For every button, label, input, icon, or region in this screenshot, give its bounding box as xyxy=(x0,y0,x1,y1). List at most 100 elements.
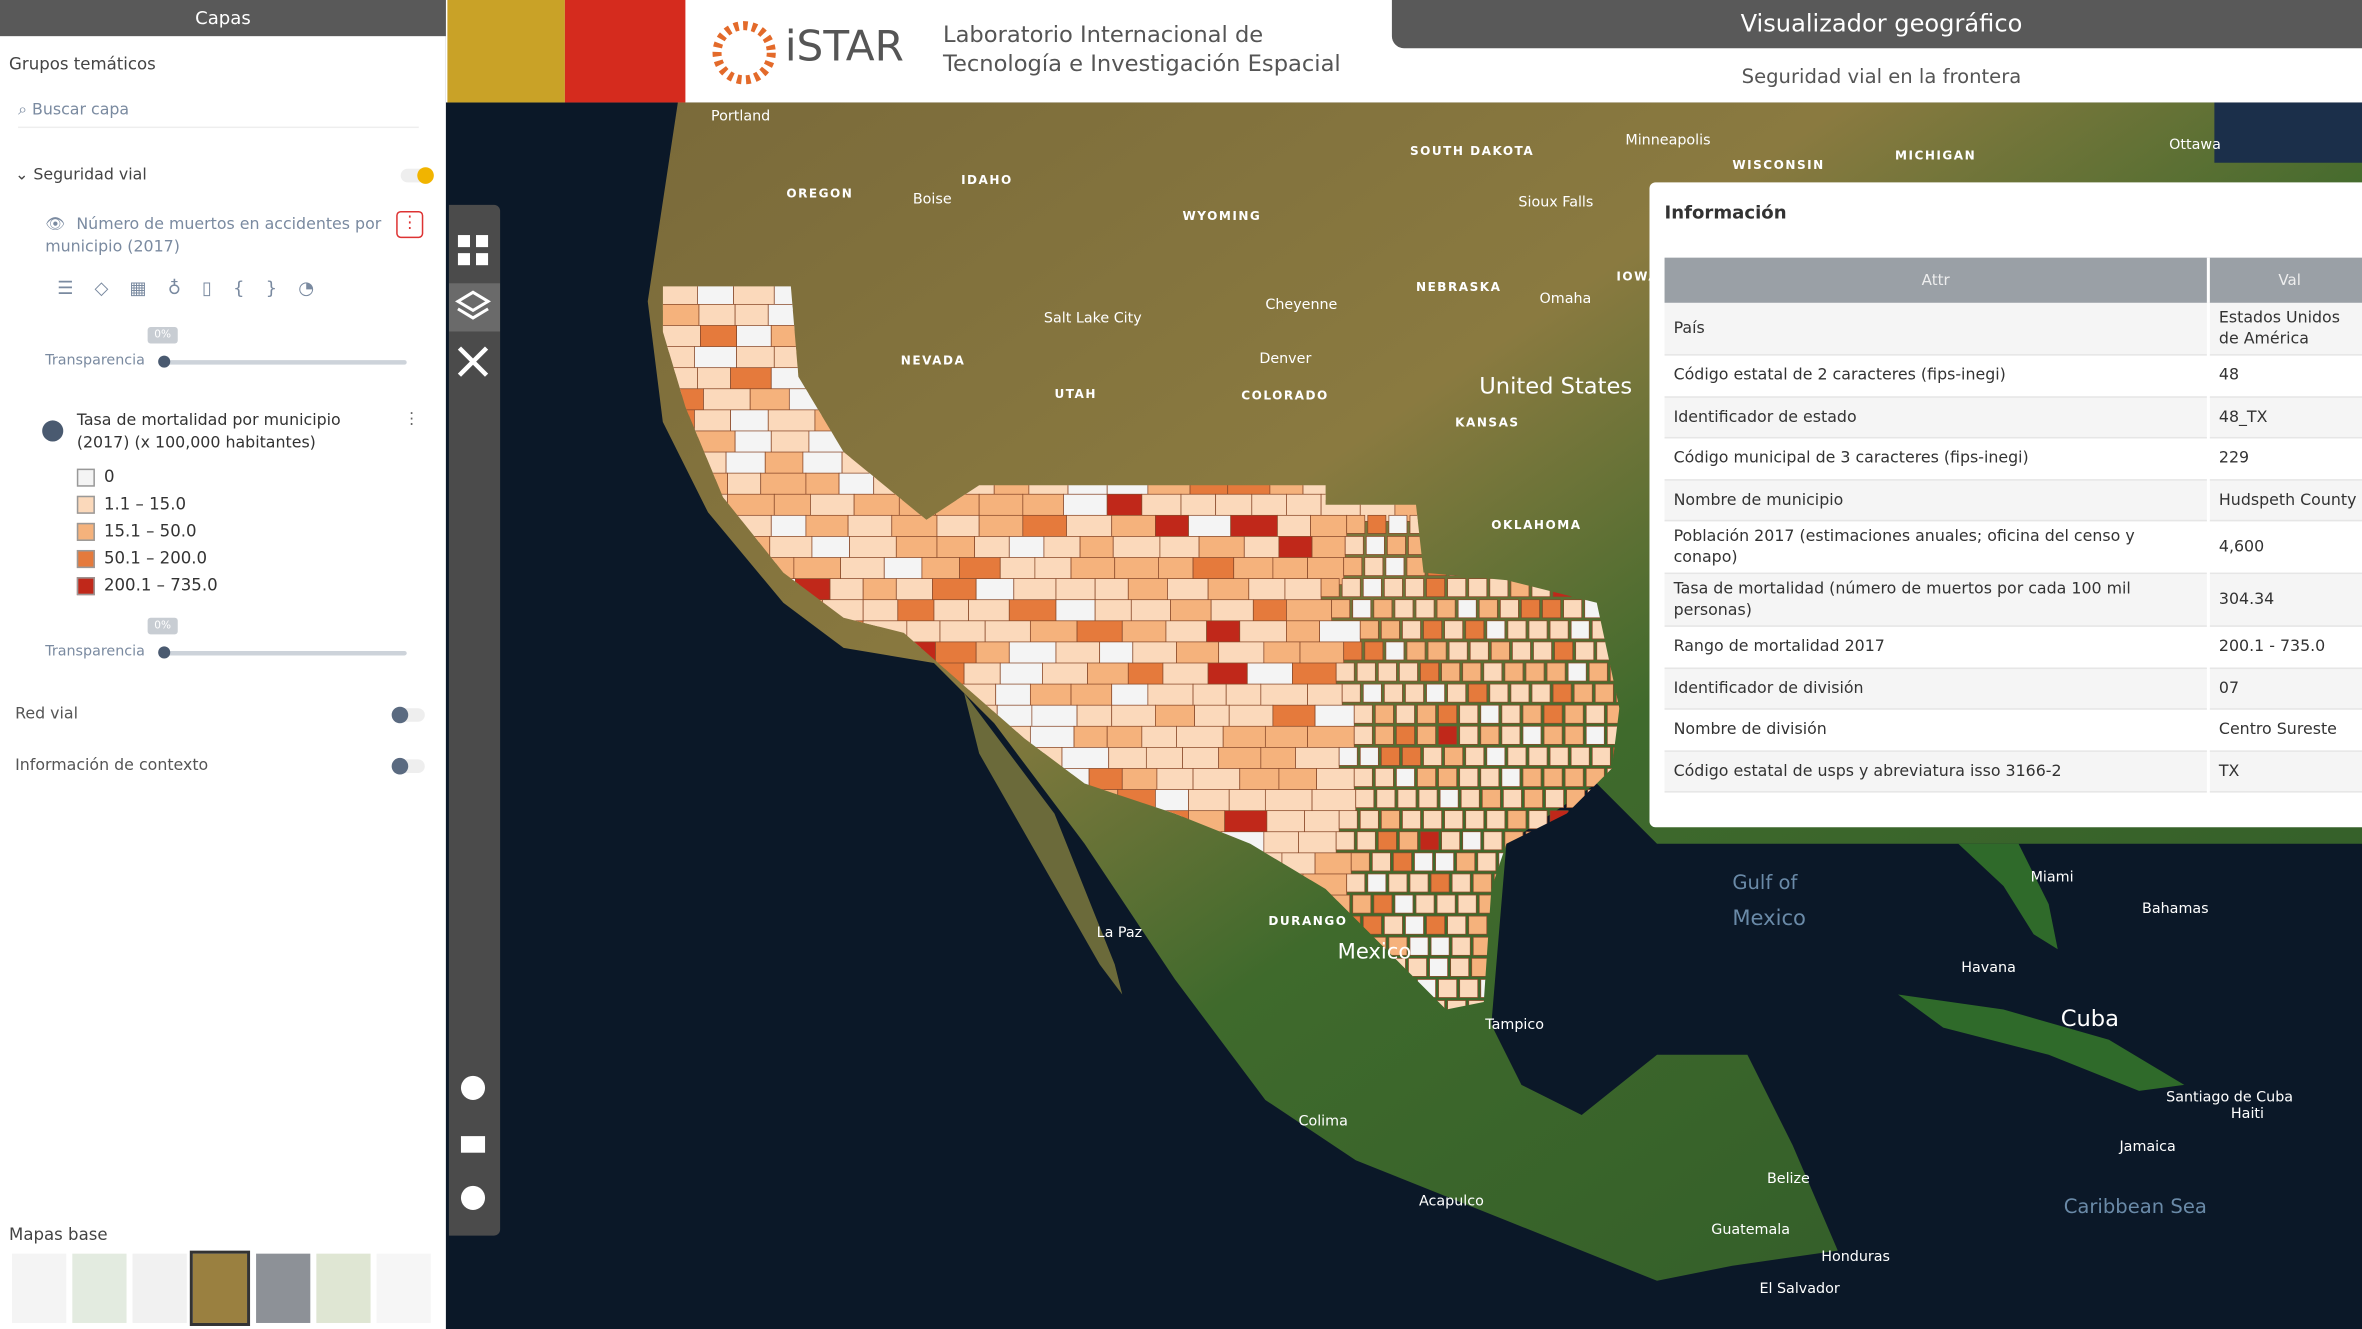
county xyxy=(1415,894,1435,914)
county xyxy=(1420,831,1439,851)
county xyxy=(1502,789,1522,809)
grid-icon[interactable] xyxy=(457,235,489,266)
basemap-thumb[interactable] xyxy=(72,1253,127,1323)
county xyxy=(1499,599,1519,619)
basemap-thumb[interactable] xyxy=(376,1253,431,1323)
attr-name: Código estatal de usps y abreviatura iss… xyxy=(1664,750,2210,793)
attr-value: 4,600 xyxy=(2208,520,2362,575)
county xyxy=(1386,536,1406,555)
county xyxy=(1528,620,1548,640)
visibility-icon[interactable] xyxy=(42,420,64,442)
county xyxy=(1341,578,1361,598)
info-row: Tasa de mortalidad (número de muertos po… xyxy=(1664,573,2362,627)
layer-menu[interactable]: ⋮ xyxy=(396,210,424,239)
county xyxy=(1501,704,1521,724)
group-name[interactable]: Red vial xyxy=(15,705,79,724)
county xyxy=(1344,536,1364,555)
info-icon[interactable] xyxy=(460,1185,486,1210)
county xyxy=(1533,641,1552,661)
logo-text: iSTAR xyxy=(784,21,904,71)
county xyxy=(1396,725,1415,745)
county xyxy=(1459,725,1479,745)
county xyxy=(1573,683,1593,703)
county xyxy=(1478,599,1498,619)
layers-active[interactable] xyxy=(448,283,501,332)
map-label: SOUTH DAKOTA xyxy=(1410,144,1534,158)
county xyxy=(1426,915,1445,935)
county xyxy=(1448,641,1468,661)
county xyxy=(1365,536,1385,555)
county xyxy=(1465,746,1485,766)
county xyxy=(1356,662,1376,682)
county xyxy=(1388,936,1408,956)
county xyxy=(1388,514,1408,534)
basemap-thumb[interactable] xyxy=(316,1253,371,1323)
basemaps-title: Mapas base xyxy=(9,1225,108,1245)
county xyxy=(1594,683,1614,703)
county xyxy=(1376,789,1396,809)
county xyxy=(1554,641,1574,661)
info-row: Población 2017 (estimaciones anuales; of… xyxy=(1664,520,2362,575)
basemap-thumb[interactable] xyxy=(256,1253,311,1323)
help-icon[interactable] xyxy=(460,1075,486,1100)
map-label: Santiago de Cuba xyxy=(2166,1089,2293,1105)
county xyxy=(1570,746,1590,766)
county xyxy=(1402,746,1421,766)
county xyxy=(1480,768,1500,787)
attr-name: Tasa de mortalidad (número de muertos po… xyxy=(1664,573,2210,627)
group-toggle[interactable] xyxy=(400,167,434,184)
county xyxy=(1528,746,1548,766)
basemap-thumb[interactable] xyxy=(189,1250,251,1326)
basemap-thumb[interactable] xyxy=(12,1253,67,1323)
florida xyxy=(1958,843,2058,950)
attr-name: Código estatal de 2 caracteres (fips-ine… xyxy=(1664,354,2210,398)
county xyxy=(1486,746,1506,766)
slider-knob[interactable] xyxy=(158,355,171,368)
search-box[interactable]: ⌕ Buscar capa xyxy=(18,93,419,129)
county xyxy=(1353,768,1373,787)
info-row: Código municipal de 3 caracteres (fips-i… xyxy=(1664,437,2362,480)
group-name[interactable]: Información de contexto xyxy=(15,756,209,775)
attr-name: País xyxy=(1664,302,2210,356)
cuba xyxy=(1898,994,2185,1091)
county xyxy=(1414,852,1433,872)
county xyxy=(1489,578,1509,598)
county xyxy=(1606,704,1620,724)
opacity-slider[interactable] xyxy=(162,360,407,365)
group-toggle[interactable] xyxy=(391,706,425,724)
layer-menu[interactable]: ⋮ xyxy=(403,409,420,428)
slider-knob[interactable] xyxy=(158,646,171,659)
toggle-knob xyxy=(391,757,409,775)
map-label: Omaha xyxy=(1540,291,1592,307)
mail-icon[interactable] xyxy=(460,1136,486,1153)
county xyxy=(1367,514,1387,534)
county xyxy=(1460,789,1480,809)
map-label: Boise xyxy=(913,191,952,207)
county xyxy=(1545,789,1564,809)
group-row[interactable]: ⌄ Seguridad vial xyxy=(15,165,147,184)
county xyxy=(1417,725,1436,745)
layer-tools[interactable]: ☰◇▦♁▯{}◔ xyxy=(57,277,336,299)
attr-name: Nombre de división xyxy=(1664,708,2210,752)
county xyxy=(1417,704,1436,724)
basemap-thumb[interactable] xyxy=(132,1253,187,1323)
legend-label: 15.1 – 50.0 xyxy=(103,521,197,541)
info-row: Identificador de división 07 xyxy=(1664,667,2362,710)
county xyxy=(1364,557,1384,576)
map-label: Salt Lake City xyxy=(1044,310,1142,326)
attr-value: Estados Unidos de América xyxy=(2208,302,2362,356)
opacity-slider[interactable] xyxy=(162,650,407,656)
county xyxy=(1394,599,1414,619)
county xyxy=(1356,831,1376,851)
county xyxy=(1405,683,1424,703)
county xyxy=(1447,578,1467,598)
county xyxy=(1408,957,1427,977)
county xyxy=(1394,894,1414,914)
county xyxy=(1383,578,1403,598)
group-toggle[interactable] xyxy=(391,757,425,775)
layer-row[interactable]: 👁 Número de muertos en accidentes por mu… xyxy=(45,215,382,257)
county xyxy=(1430,936,1450,956)
map-label: UTAH xyxy=(1054,387,1096,401)
layers-icon[interactable] xyxy=(455,290,491,320)
tools-icon[interactable] xyxy=(457,346,489,377)
